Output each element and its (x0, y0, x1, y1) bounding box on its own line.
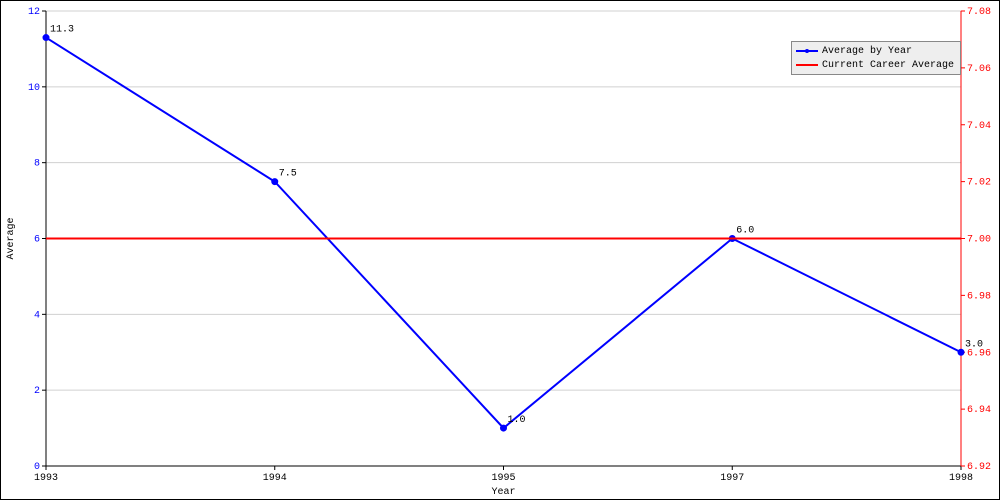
legend-label: Current Career Average (822, 60, 954, 71)
data-point-label: 7.5 (279, 169, 297, 180)
x-tick-label: 1997 (720, 473, 744, 484)
x-tick-label: 1994 (263, 473, 287, 484)
legend-label: Average by Year (822, 46, 912, 57)
x-axis-label: Year (491, 487, 515, 498)
y-right-tick-label: 7.00 (967, 235, 991, 246)
y-left-tick-label: 4 (34, 310, 40, 321)
x-tick-label: 1993 (34, 473, 58, 484)
x-tick-label: 1995 (491, 473, 515, 484)
chart-legend: Average by Year Current Career Average (791, 41, 961, 75)
y-left-tick-label: 10 (28, 83, 40, 94)
plot-svg: 1993 1994 1995 1997 1998 Year 0 2 4 6 8 10 12 Average… (1, 1, 999, 499)
y-right-tick-label: 6.92 (967, 462, 991, 473)
data-marker (501, 425, 507, 431)
dual-axis-line-chart: 1993 1994 1995 1997 1998 Year 0 2 4 6 8 10 12 Average… (0, 0, 1000, 500)
data-point-label: 1.0 (508, 415, 526, 426)
y-right-tick-label: 6.98 (967, 291, 991, 302)
y-right-tick-label: 7.06 (967, 64, 991, 75)
data-marker (43, 35, 49, 41)
legend-swatch (796, 64, 818, 66)
data-marker (958, 349, 964, 355)
y-right-tick-label: 6.94 (967, 405, 991, 416)
legend-item: Current Career Average (796, 58, 954, 72)
y-left-tick-label: 12 (28, 7, 40, 18)
y-left-tick-label: 8 (34, 159, 40, 170)
series-line (46, 38, 961, 429)
data-point-label: 6.0 (736, 226, 754, 237)
y-left-tick-label: 6 (34, 235, 40, 246)
legend-swatch (796, 50, 818, 52)
y-left-tick-label: 0 (34, 462, 40, 473)
legend-item: Average by Year (796, 44, 954, 58)
data-marker (272, 179, 278, 185)
y-right-tick-label: 7.08 (967, 7, 991, 18)
data-point-label: 3.0 (965, 339, 983, 350)
y-right-tick-label: 7.04 (967, 121, 991, 132)
y-right-tick-label: 7.02 (967, 178, 991, 189)
x-tick-label: 1998 (949, 473, 973, 484)
y-left-tick-label: 2 (34, 386, 40, 397)
y-left-axis-label: Average (6, 217, 17, 259)
data-point-label: 11.3 (50, 25, 74, 36)
